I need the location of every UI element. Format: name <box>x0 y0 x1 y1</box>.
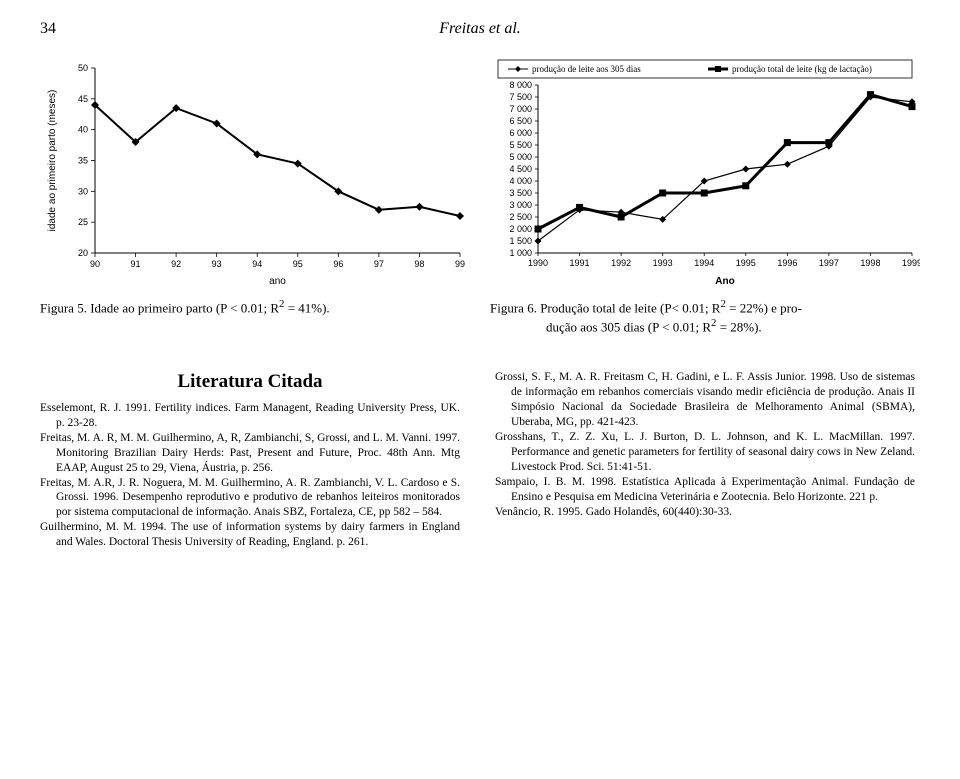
reference-item: Venâncio, R. 1995. Gado Holandês, 60(440… <box>495 505 915 520</box>
page-number: 34 <box>40 20 100 38</box>
svg-text:97: 97 <box>374 259 384 269</box>
reference-item: Freitas, M. A.R, J. R. Noguera, M. M. Gu… <box>40 476 460 521</box>
svg-text:7 000: 7 000 <box>509 104 532 114</box>
svg-text:30: 30 <box>78 186 88 196</box>
svg-text:25: 25 <box>78 217 88 227</box>
svg-text:98: 98 <box>414 259 424 269</box>
svg-text:Ano: Ano <box>715 276 734 287</box>
caption-prefix: Figura 6. <box>490 300 540 315</box>
literature-col-left: Literatura Citada Esselemont, R. J. 1991… <box>40 370 460 550</box>
svg-text:99: 99 <box>455 259 465 269</box>
figure-6-caption: Figura 6. Produção total de leite (P< 0.… <box>490 298 920 335</box>
reference-item: Grossi, S. F., M. A. R. Freitasm C, H. G… <box>495 370 915 430</box>
svg-text:1990: 1990 <box>528 258 548 268</box>
svg-text:95: 95 <box>293 259 303 269</box>
svg-text:1991: 1991 <box>570 258 590 268</box>
literature-row: Literatura Citada Esselemont, R. J. 1991… <box>40 370 920 550</box>
svg-text:3 000: 3 000 <box>509 200 532 210</box>
svg-text:1997: 1997 <box>819 258 839 268</box>
svg-text:5 000: 5 000 <box>509 152 532 162</box>
caption-text: dução aos 305 dias (P < 0.01; R <box>546 319 711 334</box>
svg-text:4 000: 4 000 <box>509 176 532 186</box>
figure-6-svg: produção de leite aos 305 dias produção t… <box>490 58 920 288</box>
reference-item: Guilhermino, M. M. 1994. The use of info… <box>40 520 460 550</box>
svg-text:40: 40 <box>78 125 88 135</box>
caption-prefix: Figura 5. <box>40 300 90 315</box>
page-header: 34 Freitas et al. <box>40 20 920 38</box>
svg-text:8 000: 8 000 <box>509 80 532 90</box>
svg-text:93: 93 <box>212 259 222 269</box>
svg-text:1993: 1993 <box>653 258 673 268</box>
svg-text:1998: 1998 <box>860 258 880 268</box>
figure-5-svg: 20 25 30 35 40 45 50 90 91 92 93 94 95 96 97 98 99 idade … <box>40 58 470 288</box>
svg-text:2 000: 2 000 <box>509 224 532 234</box>
svg-text:3 500: 3 500 <box>509 188 532 198</box>
svg-text:2 500: 2 500 <box>509 212 532 222</box>
reference-item: Sampaio, I. B. M. 1998. Estatística Apli… <box>495 475 915 505</box>
svg-text:1999: 1999 <box>902 258 920 268</box>
svg-text:4 500: 4 500 <box>509 164 532 174</box>
svg-text:produção de leite aos 305 dias: produção de leite aos 305 dias <box>532 64 641 74</box>
svg-text:6 500: 6 500 <box>509 116 532 126</box>
svg-text:idade ao primeiro parto (meses: idade ao primeiro parto (meses) <box>47 90 58 232</box>
svg-text:96: 96 <box>333 259 343 269</box>
svg-text:90: 90 <box>90 259 100 269</box>
svg-text:6 000: 6 000 <box>509 128 532 138</box>
svg-text:1996: 1996 <box>777 258 797 268</box>
svg-text:7 500: 7 500 <box>509 92 532 102</box>
svg-text:produção total de leite (kg de: produção total de leite (kg de lactação) <box>732 64 872 74</box>
svg-text:94: 94 <box>252 259 262 269</box>
literature-heading: Literatura Citada <box>40 370 460 395</box>
caption-text: = 22%) e pro- <box>726 300 802 315</box>
svg-text:91: 91 <box>131 259 141 269</box>
svg-text:35: 35 <box>78 156 88 166</box>
caption-text: = 28%). <box>716 319 761 334</box>
svg-text:5 500: 5 500 <box>509 140 532 150</box>
svg-text:1994: 1994 <box>694 258 714 268</box>
captions-row: Figura 5. Idade ao primeiro parto (P < 0… <box>40 298 920 335</box>
reference-item: Freitas, M. A. R, M. M. Guilhermino, A, … <box>40 431 460 476</box>
caption-text: Idade ao primeiro parto (P < 0.01; R <box>90 300 279 315</box>
figure-5-chart: 20 25 30 35 40 45 50 90 91 92 93 94 95 96 97 98 99 idade … <box>40 58 470 288</box>
figure-6-chart: produção de leite aos 305 dias produção t… <box>490 58 920 288</box>
svg-text:1992: 1992 <box>611 258 631 268</box>
running-head: Freitas et al. <box>100 20 860 38</box>
svg-text:ano: ano <box>269 276 286 287</box>
caption-text: Produção total de leite (P< 0.01; R <box>540 300 720 315</box>
svg-text:45: 45 <box>78 94 88 104</box>
svg-text:1995: 1995 <box>736 258 756 268</box>
caption-tail: = 41%). <box>284 300 329 315</box>
literature-col-right: Grossi, S. F., M. A. R. Freitasm C, H. G… <box>495 370 915 550</box>
reference-item: Esselemont, R. J. 1991. Fertility indice… <box>40 401 460 431</box>
figure-5-caption: Figura 5. Idade ao primeiro parto (P < 0… <box>40 298 470 335</box>
svg-text:92: 92 <box>171 259 181 269</box>
svg-text:50: 50 <box>78 63 88 73</box>
svg-text:20: 20 <box>78 248 88 258</box>
svg-text:1 000: 1 000 <box>509 248 532 258</box>
charts-row: 20 25 30 35 40 45 50 90 91 92 93 94 95 96 97 98 99 idade … <box>40 58 920 288</box>
reference-item: Grosshans, T., Z. Z. Xu, L. J. Burton, D… <box>495 430 915 475</box>
svg-text:1 500: 1 500 <box>509 236 532 246</box>
